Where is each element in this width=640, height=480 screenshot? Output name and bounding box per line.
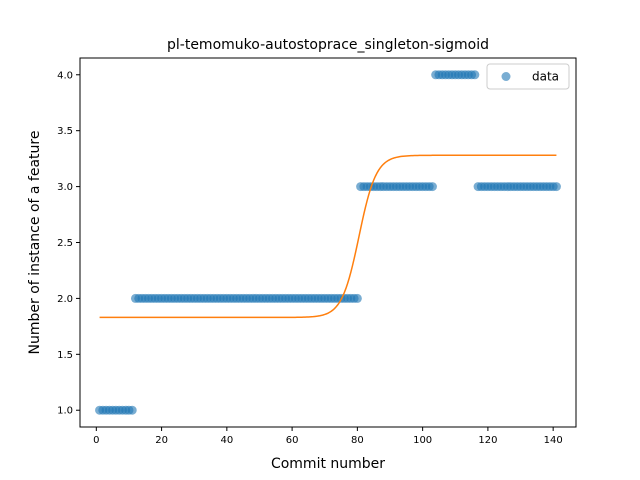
- sigmoid-fit-line: [99, 154, 557, 319]
- y-tick-label: 3.0: [57, 182, 73, 193]
- x-axis-ticks: 0 20 40 60 80 100 120 140: [93, 427, 563, 446]
- data-point: [352, 293, 362, 303]
- x-tick-label: 100: [413, 435, 432, 446]
- data-point: [427, 182, 437, 192]
- y-tick-label: 1.0: [57, 406, 73, 417]
- data-point: [127, 405, 137, 415]
- y-tick-label: 3.5: [57, 126, 73, 137]
- legend-box: [486, 63, 570, 90]
- x-tick-label: 60: [286, 435, 299, 446]
- y-axis-ticks: 1.0 1.5 2.0 2.5 3.0 3.5 4.0: [57, 70, 80, 417]
- x-tick-label: 40: [220, 435, 233, 446]
- data-point: [551, 182, 561, 192]
- data-point: [470, 70, 480, 80]
- legend: data: [486, 63, 570, 90]
- x-tick-label: 140: [544, 435, 563, 446]
- y-tick-label: 4.0: [57, 70, 73, 81]
- legend-marker: [501, 72, 511, 81]
- x-axis-label: Commit number: [271, 456, 385, 472]
- x-tick-label: 120: [478, 435, 497, 446]
- x-tick-label: 20: [155, 435, 168, 446]
- chart-title: pl-temomuko-autostoprace_singleton-sigmo…: [167, 37, 489, 53]
- scatter-points: [95, 70, 561, 415]
- y-tick-label: 2.5: [57, 238, 73, 249]
- y-tick-label: 2.0: [57, 294, 73, 305]
- y-axis-label: Number of instance of a feature: [27, 131, 43, 355]
- y-tick-label: 1.5: [57, 350, 73, 361]
- legend-label: data: [532, 70, 559, 84]
- x-tick-label: 80: [351, 435, 364, 446]
- x-tick-label: 0: [93, 435, 99, 446]
